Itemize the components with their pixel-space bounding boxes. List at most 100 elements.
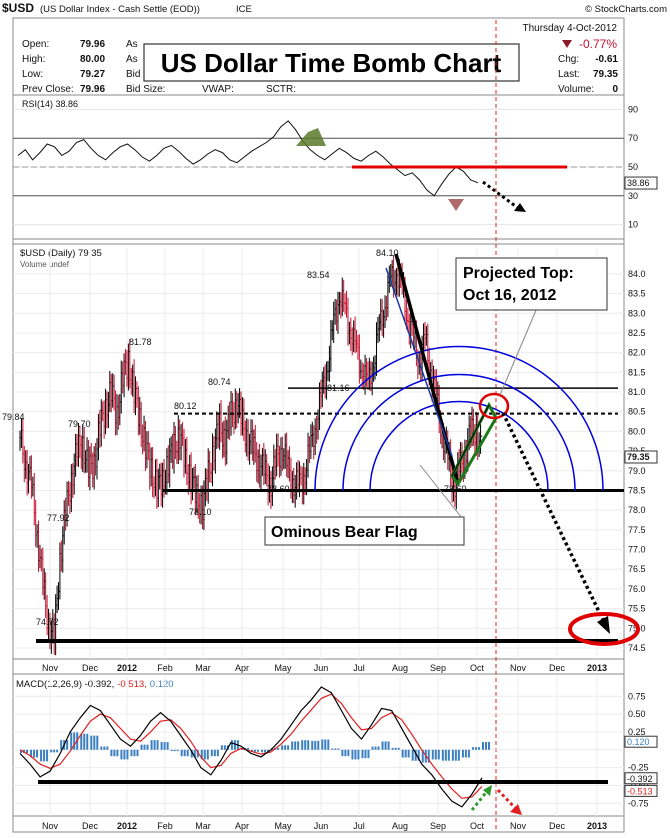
month-label: Mar — [195, 821, 211, 831]
macd-histogram-bar — [123, 749, 126, 760]
macd-histogram-bar — [421, 749, 424, 763]
macd-histogram-bar — [474, 747, 477, 750]
rsi-current-box — [624, 176, 658, 190]
title-banner: US Dollar Time Bomb Chart — [143, 43, 520, 82]
month-label: Feb — [157, 821, 173, 831]
macd-histogram-bar — [287, 745, 290, 750]
month-label: Sep — [430, 663, 446, 673]
macd-histogram-bar — [261, 749, 264, 753]
macd-histogram-bar — [170, 749, 173, 752]
rsi-current-label: 38.86 — [627, 178, 650, 188]
price-label: 80.12 — [174, 401, 197, 411]
macd-histogram-bar — [294, 741, 297, 750]
month-label: Dec — [82, 821, 99, 831]
macd-histogram-bar — [140, 744, 143, 750]
stat-value: 79.96 — [80, 39, 105, 50]
macd-histogram-bar — [311, 740, 314, 750]
price-panel: $USD (Daily) 79.35 Volume undef 74.575.0… — [2, 20, 658, 830]
month-label: 2013 — [587, 821, 607, 831]
symbol: $USD — [2, 1, 34, 15]
macd-tick-label: -0.25 — [628, 763, 649, 773]
month-label: 2012 — [117, 821, 137, 831]
macd-histogram-bar — [106, 746, 109, 750]
month-label: Oct — [470, 821, 485, 831]
macd-histogram-bar — [46, 749, 49, 762]
price-tick-label: 78.0 — [628, 505, 646, 515]
macd-histogram-bar — [116, 749, 119, 757]
macd-histogram-bar — [397, 747, 400, 750]
macd-histogram-bar — [23, 749, 25, 753]
macd-histogram-bar — [277, 747, 280, 750]
price-tick-label: 82.5 — [628, 328, 646, 338]
macd-histogram-bar — [284, 745, 287, 750]
macd-down-arrowhead-icon — [510, 804, 522, 815]
macd-value-label: 0.120 — [627, 737, 650, 747]
macd-up-arrowhead-icon — [483, 785, 492, 796]
macd-histogram-bar — [381, 741, 384, 750]
rsi-tick-label: 50 — [628, 162, 638, 172]
macd-histogram-bar — [251, 749, 253, 752]
rsi-tick-label: 90 — [628, 104, 638, 114]
macd-histogram-bar — [451, 749, 454, 761]
macd-histogram-bar — [464, 749, 467, 758]
price-tick-label: 74.5 — [628, 643, 646, 653]
stat-value: 80.00 — [80, 54, 105, 65]
rsi-title: RSI(14) 38.86 — [22, 99, 78, 109]
rsi-tick-label: 30 — [628, 191, 638, 201]
last-price-label: 79.35 — [627, 452, 650, 462]
macd-histogram-bar — [414, 749, 417, 761]
macd-histogram-bar — [166, 742, 169, 750]
macd-histogram-bar — [90, 735, 93, 750]
price-tick-label: 78.5 — [628, 485, 646, 495]
macd-histogram-bar — [120, 749, 123, 760]
macd-histogram-bar — [488, 742, 490, 750]
rsi-panel: RSI(14) 38.86 10 30 50 70 90 38.86 — [12, 94, 658, 240]
projected-top-callout: Projected Top: Oct 16, 2012 — [455, 257, 608, 311]
macd-histogram-bar — [374, 746, 377, 750]
down-triangle-icon — [562, 40, 572, 48]
price-label: 79.70 — [68, 419, 91, 429]
macd-histogram-bar — [70, 732, 73, 750]
macd-value-label: -0.513 — [627, 786, 653, 796]
macd-histogram-bar — [267, 749, 270, 753]
month-label: Jun — [314, 821, 329, 831]
macd-histogram-bar — [324, 739, 327, 750]
macd-histogram-bar — [203, 749, 206, 760]
macd-histogram-bar — [230, 740, 233, 750]
price-tick-label: 81.0 — [628, 387, 646, 397]
stat-value: 0 — [612, 84, 618, 95]
stat-value: -0.61 — [595, 54, 618, 65]
macd-histogram-bar — [73, 732, 76, 750]
macd-tick-label: -0.75 — [628, 798, 649, 808]
rsi-line — [17, 120, 479, 197]
month-label: Nov — [42, 663, 59, 673]
macd-histogram-bar — [394, 747, 397, 750]
macd-histogram-bar — [447, 749, 450, 761]
month-label: May — [274, 663, 292, 673]
fibonacci-arc — [314, 345, 604, 491]
projection-line — [501, 412, 605, 621]
macd-histogram-bar — [387, 741, 390, 750]
macd-histogram-bar — [156, 740, 159, 750]
macd-histogram-bar — [143, 744, 146, 750]
price-title: $USD (Daily) 79.35 — [20, 248, 102, 259]
macd-histogram-bar — [86, 733, 89, 750]
month-label: Nov — [510, 663, 527, 673]
macd-histogram-bar — [281, 745, 284, 750]
projected-top-line1: Projected Top: — [463, 265, 574, 282]
macd-histogram-bar — [384, 741, 387, 750]
macd-histogram-bar — [477, 747, 480, 750]
month-label: Dec — [82, 663, 99, 673]
rsi-tick-label: 10 — [628, 220, 638, 230]
fibonacci-arc — [342, 373, 576, 491]
month-label: 2013 — [587, 663, 607, 673]
macd-value-box — [624, 784, 658, 797]
macd-histogram-bar — [190, 749, 193, 758]
quote-date: Thursday 4-Oct-2012 — [523, 23, 618, 34]
price-tick-label: 82.0 — [628, 348, 646, 358]
price-label: 84.10 — [376, 248, 399, 258]
month-label: Feb — [157, 663, 173, 673]
price-tick-label: 76.0 — [628, 584, 646, 594]
macd-histogram-bar — [196, 749, 199, 758]
rsi-arrowhead-icon — [514, 203, 526, 212]
